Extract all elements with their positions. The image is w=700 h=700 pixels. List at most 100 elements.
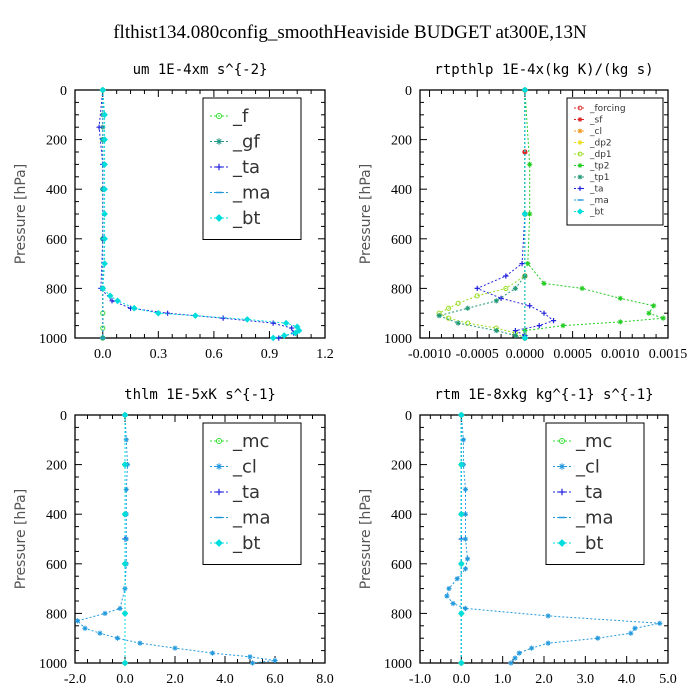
data-point [109, 298, 115, 304]
data-point [512, 327, 518, 334]
data-point [446, 586, 452, 592]
series-bt [121, 411, 129, 667]
data-point [101, 210, 108, 218]
x-tick-label: 0.0 [94, 347, 112, 362]
legend-label: _ma [232, 508, 271, 529]
data-point [465, 305, 471, 311]
data-point [292, 329, 299, 337]
data-point [436, 313, 442, 319]
panel-title: um 1E-4xm s^{-2} [133, 62, 268, 78]
legend-label: _ma [589, 196, 609, 206]
y-tick-label: 200 [46, 459, 67, 474]
series-bt [521, 86, 529, 342]
legend: _mc _cl _ta _ma _bt [545, 422, 645, 565]
data-point [101, 235, 108, 243]
data-point [493, 327, 499, 334]
data-point [102, 610, 108, 616]
data-point [462, 605, 469, 612]
series-line [475, 90, 555, 338]
data-point [121, 411, 129, 419]
legend-label: _tp1 [589, 173, 609, 183]
x-tick-label: -1.0 [409, 672, 431, 687]
y-tick-label: 1000 [384, 332, 412, 347]
data-point [536, 323, 542, 329]
y-tick-label: 400 [391, 183, 412, 198]
data-point [209, 650, 216, 656]
data-point [503, 285, 509, 291]
data-point [462, 536, 469, 542]
legend-box [566, 97, 664, 226]
data-point [99, 285, 107, 292]
data-point [560, 323, 566, 329]
data-point [519, 261, 525, 267]
x-tick-label: 2.0 [535, 672, 553, 687]
data-point [121, 610, 129, 617]
data-point [446, 305, 452, 311]
legend-marker [577, 105, 583, 111]
data-point [545, 640, 551, 646]
series-line [524, 89, 664, 338]
data-point [508, 660, 514, 666]
data-point [516, 650, 522, 656]
data-point [101, 161, 108, 168]
legend-label: _mc [575, 431, 612, 452]
y-tick-label: 1000 [39, 332, 67, 347]
data-point [121, 510, 129, 518]
x-tick-label: 0.0015 [649, 347, 688, 362]
data-point [114, 297, 121, 305]
x-tick-label: 0.0005 [553, 347, 592, 362]
x-tick-label: -2.0 [64, 672, 86, 687]
y-tick-label: 600 [46, 233, 67, 248]
legend-marker [215, 163, 223, 171]
data-point [280, 332, 288, 339]
legend-label: _tp2 [589, 162, 609, 172]
y-tick-label: 800 [391, 607, 412, 622]
data-point [464, 556, 471, 562]
data-point [512, 655, 518, 661]
y-tick-label: 800 [391, 282, 412, 297]
legend-label: _bt [589, 208, 604, 218]
data-point [458, 560, 465, 568]
series-line [437, 90, 526, 339]
y-tick-label: 600 [46, 558, 67, 573]
data-point [512, 285, 518, 291]
y-tick-label: 0 [60, 409, 67, 424]
x-tick-label: 0.3 [150, 347, 168, 362]
data-point [247, 654, 253, 660]
legend-label: _gf [232, 132, 260, 153]
data-point [276, 335, 282, 341]
data-point [99, 86, 107, 94]
data-point [474, 293, 480, 299]
y-tick-label: 800 [46, 282, 67, 297]
data-point [269, 334, 277, 342]
y-tick-label: 1000 [384, 657, 412, 672]
legend-label: _bt [575, 533, 603, 554]
series-bt [458, 411, 465, 667]
data-point [121, 659, 129, 667]
data-point [503, 273, 509, 279]
data-point [458, 659, 465, 667]
legend-marker [215, 463, 223, 470]
legend-marker [577, 174, 583, 180]
x-tick-label: 4.0 [618, 672, 636, 687]
x-tick-label: 0.9 [261, 347, 279, 362]
legend-marker [558, 463, 566, 470]
data-point [462, 511, 469, 517]
data-point [123, 437, 129, 443]
legend-label: _forcing [589, 104, 626, 114]
data-point [137, 640, 143, 646]
data-point [525, 261, 531, 267]
x-tick-label: 3.0 [577, 672, 595, 687]
y-tick-label: 400 [46, 183, 67, 198]
data-point [123, 486, 129, 492]
data-point [295, 327, 303, 334]
data-point [498, 295, 504, 301]
x-tick-label: 1.0 [494, 672, 512, 687]
legend-label: _bt [232, 208, 260, 229]
data-point [632, 625, 638, 631]
data-point [172, 645, 178, 651]
legend: _mc _cl _ta _ma _bt [202, 422, 302, 565]
data-point [444, 593, 450, 599]
data-point [282, 319, 290, 327]
